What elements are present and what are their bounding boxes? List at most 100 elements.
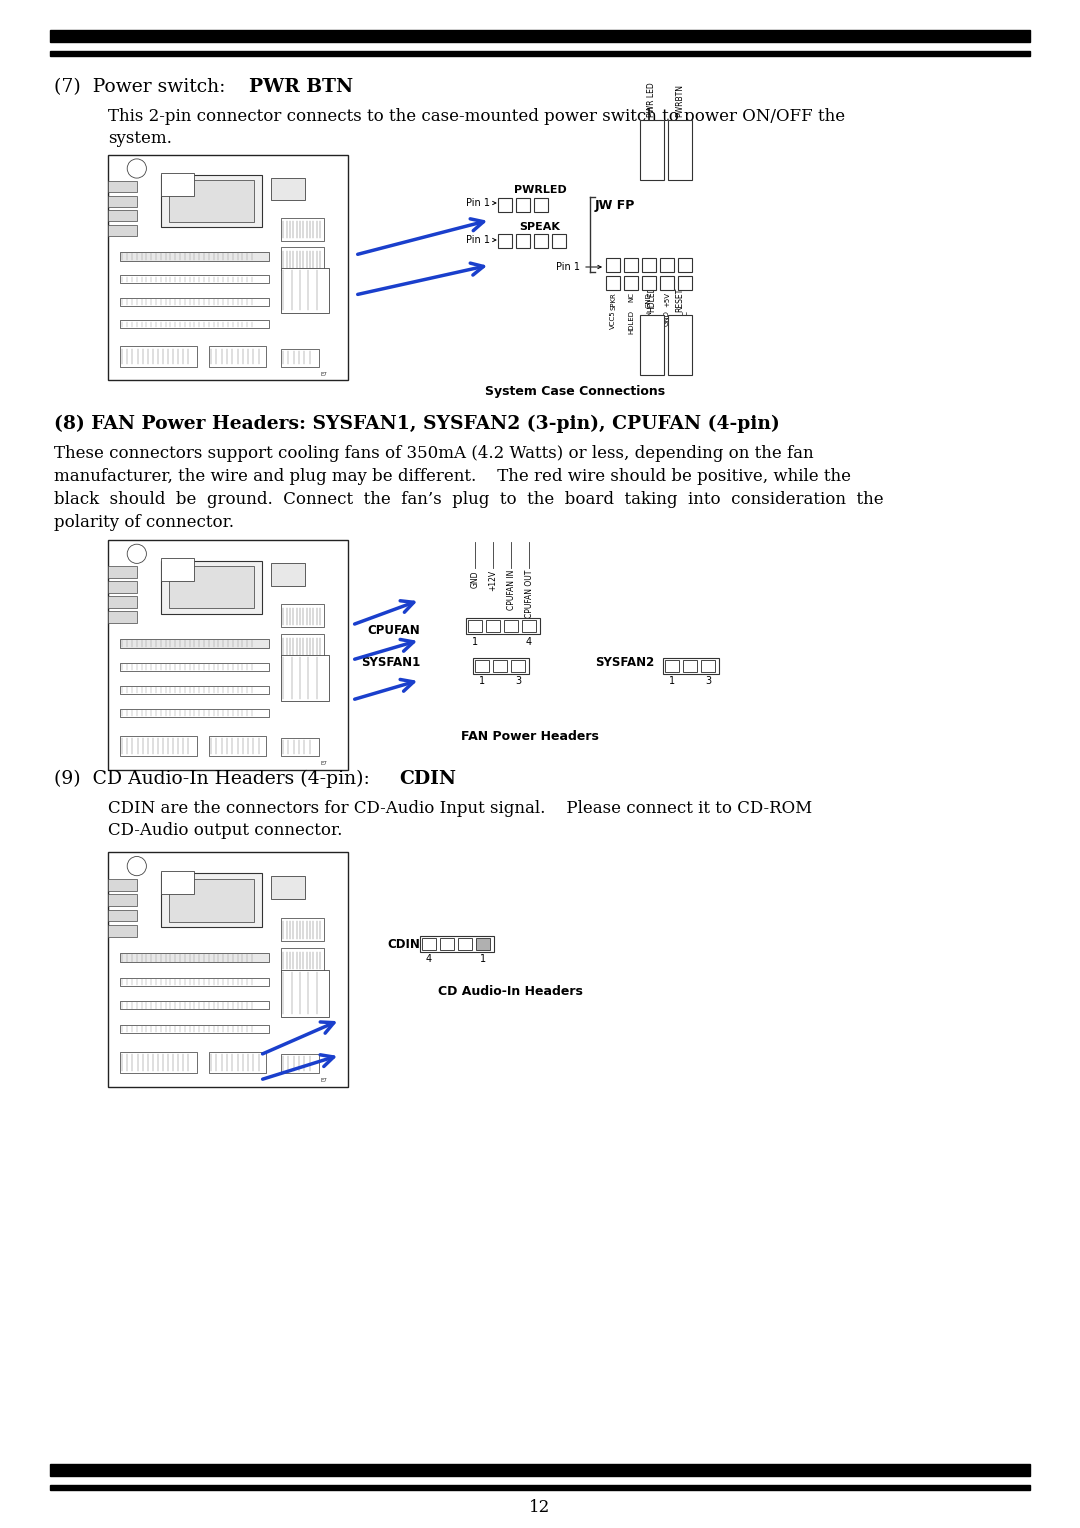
- Text: GND: GND: [646, 292, 652, 307]
- Bar: [440, 938, 454, 950]
- Bar: [642, 277, 656, 290]
- Text: PWRBTN: PWRBTN: [646, 310, 652, 341]
- Text: VCC5: VCC5: [610, 310, 616, 329]
- Text: CDIN are the connectors for CD-Audio Input signal.    Please connect it to CD-RO: CDIN are the connectors for CD-Audio Inp…: [108, 801, 812, 817]
- Bar: [669, 121, 692, 180]
- Bar: [486, 620, 500, 633]
- Text: SPKR: SPKR: [610, 292, 616, 310]
- Text: GND: GND: [471, 570, 480, 587]
- Bar: [50, 31, 1030, 41]
- Bar: [168, 180, 254, 222]
- Bar: [420, 937, 494, 952]
- Bar: [281, 348, 320, 367]
- Circle shape: [127, 857, 147, 876]
- Bar: [108, 894, 137, 906]
- Text: This 2-pin connector connects to the case-mounted power switch to power ON/OFF t: This 2-pin connector connects to the cas…: [108, 108, 846, 125]
- Bar: [511, 660, 525, 672]
- Text: PWRLED: PWRLED: [514, 185, 566, 196]
- Bar: [473, 659, 529, 674]
- Bar: [678, 277, 692, 290]
- Bar: [168, 879, 254, 921]
- Bar: [108, 225, 137, 235]
- Text: CD Audio-In Headers: CD Audio-In Headers: [437, 986, 582, 998]
- Text: E7: E7: [321, 761, 327, 767]
- Bar: [50, 1464, 1030, 1476]
- Bar: [640, 121, 664, 180]
- Bar: [678, 258, 692, 272]
- Text: GND: GND: [664, 310, 670, 325]
- Bar: [281, 219, 324, 240]
- Bar: [498, 234, 512, 248]
- Text: (9)  CD Audio-In Headers (4-pin):: (9) CD Audio-In Headers (4-pin):: [54, 770, 376, 788]
- Text: Pin 1: Pin 1: [465, 199, 490, 208]
- Bar: [271, 177, 305, 200]
- Bar: [281, 605, 324, 628]
- Bar: [108, 596, 137, 608]
- Bar: [606, 258, 620, 272]
- Text: These connectors support cooling fans of 350mA (4.2 Watts) or less, depending on: These connectors support cooling fans of…: [54, 445, 813, 461]
- Bar: [552, 234, 566, 248]
- Text: PWR BTN: PWR BTN: [249, 78, 353, 96]
- Bar: [665, 660, 679, 672]
- Bar: [161, 871, 194, 894]
- Circle shape: [127, 544, 147, 564]
- Text: 3: 3: [705, 675, 711, 686]
- Text: Pin 1: Pin 1: [465, 235, 490, 244]
- Bar: [161, 561, 261, 614]
- Text: 1: 1: [480, 953, 486, 964]
- Bar: [120, 298, 269, 306]
- Bar: [640, 315, 664, 374]
- Bar: [108, 180, 137, 193]
- Bar: [522, 620, 536, 633]
- Bar: [281, 248, 324, 270]
- Text: 4: 4: [526, 637, 532, 646]
- Bar: [108, 611, 137, 623]
- Bar: [168, 565, 254, 608]
- Bar: [208, 347, 267, 367]
- Bar: [161, 558, 194, 581]
- Bar: [120, 321, 269, 329]
- Bar: [281, 267, 328, 313]
- Bar: [701, 660, 715, 672]
- Text: CPUFAN: CPUFAN: [367, 623, 420, 637]
- Bar: [208, 735, 267, 756]
- Bar: [50, 50, 1030, 57]
- Bar: [120, 1001, 269, 1010]
- Bar: [108, 909, 137, 921]
- Bar: [120, 1051, 197, 1073]
- Bar: [492, 660, 507, 672]
- Bar: [120, 978, 269, 986]
- Text: RESET: RESET: [675, 287, 685, 312]
- Bar: [458, 938, 472, 950]
- Text: HDLED: HDLED: [648, 286, 657, 312]
- Text: CPUFAN OUT: CPUFAN OUT: [525, 570, 534, 619]
- Circle shape: [127, 159, 147, 179]
- Bar: [108, 853, 348, 1086]
- Bar: [516, 199, 530, 212]
- Text: CDIN: CDIN: [387, 938, 420, 952]
- Text: (8) FAN Power Headers: SYSFAN1, SYSFAN2 (3-pin), CPUFAN (4-pin): (8) FAN Power Headers: SYSFAN1, SYSFAN2 …: [54, 416, 780, 434]
- Bar: [161, 176, 261, 228]
- Bar: [669, 315, 692, 374]
- Text: NC: NC: [627, 292, 634, 303]
- Bar: [271, 876, 305, 898]
- Bar: [468, 620, 482, 633]
- Text: System Case Connections: System Case Connections: [485, 385, 665, 397]
- Text: system.: system.: [108, 130, 172, 147]
- Bar: [120, 709, 269, 717]
- Text: polarity of connector.: polarity of connector.: [54, 513, 234, 532]
- Bar: [161, 173, 194, 196]
- Bar: [108, 581, 137, 593]
- Text: 4: 4: [426, 953, 432, 964]
- Bar: [642, 258, 656, 272]
- Text: 1: 1: [478, 675, 485, 686]
- Bar: [281, 918, 324, 941]
- Text: PWRBTN: PWRBTN: [675, 84, 685, 118]
- Bar: [281, 634, 324, 657]
- Bar: [281, 949, 324, 972]
- Text: Pin 1: Pin 1: [556, 261, 580, 272]
- Bar: [50, 1485, 1030, 1490]
- Text: black  should  be  ground.  Connect  the  fan’s  plug  to  the  board  taking  i: black should be ground. Connect the fan’…: [54, 490, 883, 507]
- Bar: [120, 735, 197, 756]
- Text: SYSFAN1: SYSFAN1: [361, 656, 420, 669]
